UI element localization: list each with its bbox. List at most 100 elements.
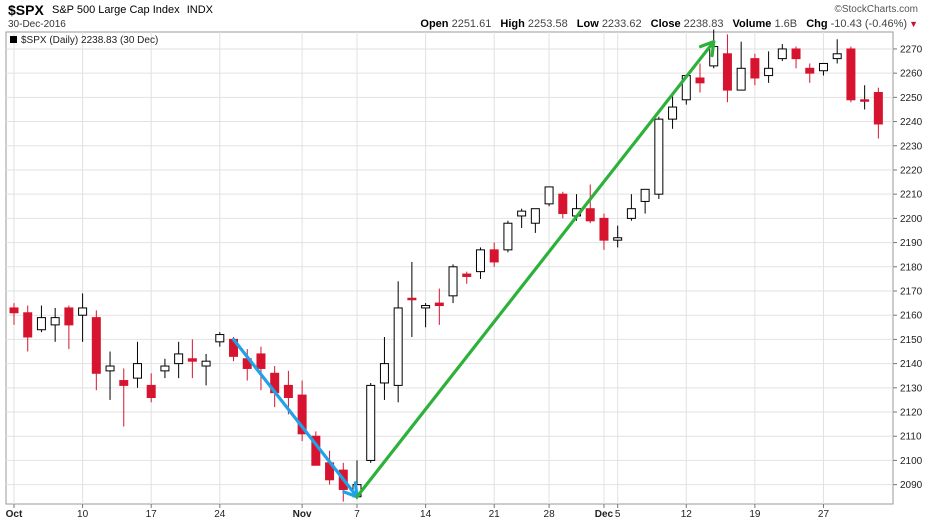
- candle-body: [475, 249, 485, 273]
- y-tick-label: 2110: [900, 432, 922, 443]
- candle: [434, 288, 444, 325]
- candle-body: [50, 317, 60, 326]
- candle-body: [640, 188, 650, 202]
- ohlc-summary: Open 2251.61 High 2253.58 Low 2233.62 Cl…: [420, 18, 918, 30]
- candle: [626, 194, 636, 221]
- candle: [832, 39, 842, 64]
- candle: [421, 303, 431, 328]
- arrow-shaft: [231, 337, 359, 499]
- candle-body: [132, 363, 142, 379]
- candle: [160, 358, 170, 379]
- y-tick-label: 2190: [900, 238, 923, 249]
- candle: [489, 242, 499, 267]
- ticker-symbol: $SPX: [8, 2, 44, 18]
- candle-body: [283, 384, 293, 398]
- volume-label: Volume: [732, 18, 772, 30]
- legend: $SPX (Daily) 2238.83 (30 Dec): [10, 35, 158, 46]
- candle-body: [558, 193, 568, 215]
- candle: [750, 53, 760, 86]
- candle: [558, 191, 568, 219]
- candle: [64, 305, 74, 350]
- arrow-shaft: [355, 40, 716, 499]
- candle: [215, 332, 225, 347]
- candle-body: [530, 208, 540, 224]
- close-label: Close: [650, 18, 681, 30]
- index-name: S&P 500 Large Cap Index INDX: [52, 4, 213, 16]
- candle: [818, 62, 828, 76]
- candle: [791, 46, 801, 69]
- candle: [23, 305, 33, 352]
- x-tick-label: 17: [146, 509, 158, 520]
- candle: [668, 94, 678, 129]
- candle: [722, 34, 732, 103]
- x-tick-label: 19: [749, 509, 761, 520]
- candle: [91, 310, 101, 391]
- candle-body: [846, 48, 856, 101]
- quote-date: 30-Dec-2016: [8, 19, 66, 30]
- candle-body: [91, 317, 101, 374]
- candle-body: [654, 118, 664, 195]
- candle: [256, 346, 266, 391]
- candle: [777, 44, 787, 62]
- candle: [517, 208, 527, 229]
- x-tick-label: 7: [354, 509, 360, 520]
- high-value: 2253.58: [527, 18, 568, 30]
- low-label: Low: [576, 18, 599, 30]
- y-tick-label: 2240: [900, 117, 923, 128]
- candle: [860, 85, 870, 110]
- candle: [654, 116, 664, 200]
- high-label: High: [500, 18, 525, 30]
- y-tick-label: 2170: [900, 286, 923, 297]
- x-tick-label: 24: [214, 509, 226, 520]
- change-label: Chg: [806, 18, 828, 30]
- y-tick-label: 2150: [900, 335, 923, 346]
- candle-body: [160, 365, 170, 372]
- candle: [78, 293, 88, 342]
- trend-arrows: [231, 40, 716, 499]
- candle-body: [626, 208, 636, 219]
- x-tick-label: 10: [77, 509, 89, 520]
- candle: [613, 225, 623, 248]
- candle: [764, 51, 774, 83]
- candle: [174, 341, 184, 379]
- candle: [462, 271, 472, 284]
- candle: [736, 41, 746, 91]
- y-tick-label: 2180: [900, 262, 923, 273]
- candle: [187, 339, 197, 379]
- down-triangle-icon: ▼: [909, 19, 918, 29]
- change-value: -10.43 (-0.46%): [830, 18, 908, 30]
- candle-body: [23, 312, 33, 338]
- candle-body: [366, 384, 376, 461]
- x-tick-label: 12: [681, 509, 693, 520]
- candle-body: [818, 62, 828, 72]
- candle: [201, 353, 211, 386]
- candle-body: [215, 334, 225, 343]
- candle-body: [764, 67, 774, 77]
- candle: [640, 188, 650, 214]
- x-tick-label: 21: [489, 509, 501, 520]
- candle-body: [64, 307, 74, 326]
- low-value: 2233.62: [601, 18, 642, 30]
- candle-body: [256, 353, 266, 369]
- y-axis: 2090 2100 2110 2120 2130 2140 2150 2160 2170 2180…: [893, 44, 923, 491]
- candle-body: [736, 67, 746, 91]
- candle-body: [668, 106, 678, 120]
- candle: [105, 351, 115, 400]
- candle-body: [544, 186, 554, 205]
- candle-body: [434, 302, 444, 307]
- candle-body: [613, 237, 623, 241]
- candles: [9, 29, 883, 502]
- candle: [146, 373, 156, 403]
- candle: [297, 380, 307, 442]
- open-value: 2251.61: [451, 18, 492, 30]
- candle: [544, 186, 554, 207]
- candle-body: [297, 394, 307, 435]
- candle-body: [119, 380, 129, 386]
- close-value: 2238.83: [683, 18, 724, 30]
- candle-body: [777, 48, 787, 60]
- candle: [132, 341, 142, 388]
- candle-body: [393, 307, 403, 386]
- candle-body: [585, 208, 595, 222]
- candle-body: [750, 58, 760, 79]
